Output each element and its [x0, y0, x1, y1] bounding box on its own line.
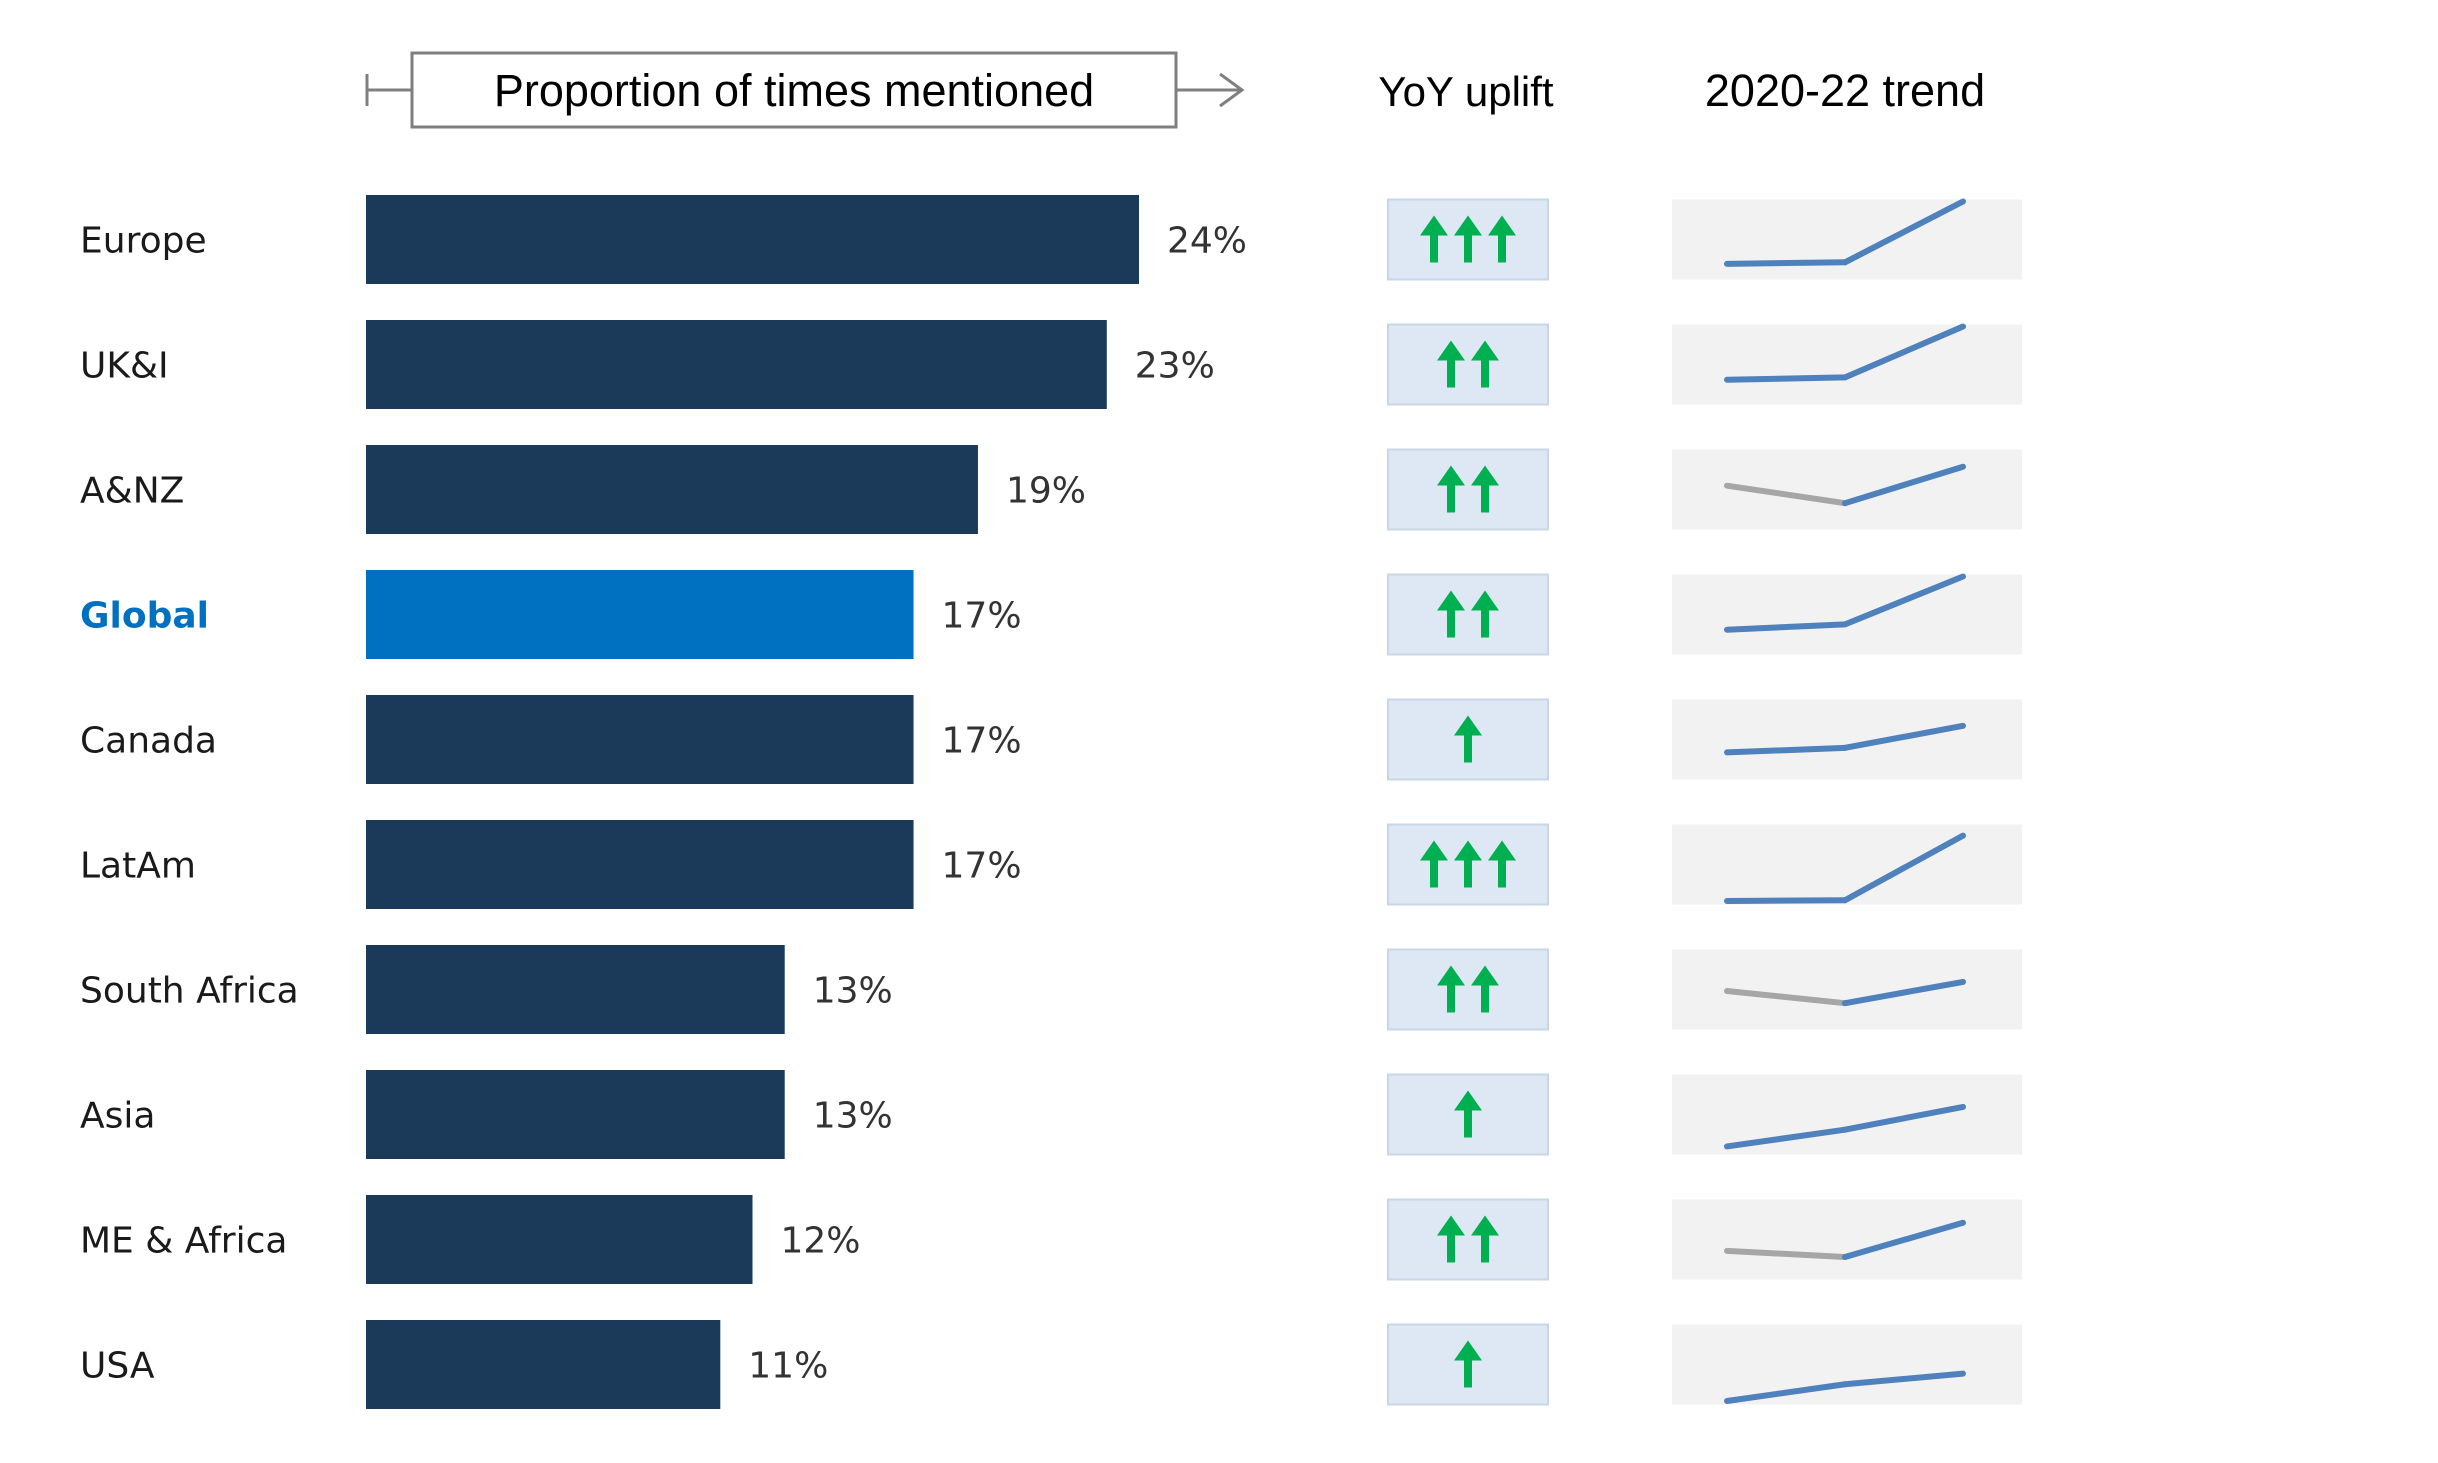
trend-segment [1724, 621, 1848, 633]
trend-segment [1724, 1247, 1848, 1260]
bar-title-group: Proportion of times mentioned [365, 51, 1245, 129]
category-label: Global [80, 596, 209, 637]
bar [366, 1070, 785, 1159]
up-arrow-icon [1454, 840, 1482, 888]
yoy-uplift-box [1387, 1198, 1549, 1281]
trend-segment [1842, 1219, 1966, 1260]
category-label: Canada [80, 721, 217, 762]
up-arrow-icon [1471, 465, 1499, 513]
value-label: 11% [748, 1346, 828, 1387]
value-label: 13% [813, 1096, 893, 1137]
value-label: 12% [781, 1221, 861, 1262]
trend-sparkline-bg [1672, 1074, 2022, 1155]
up-arrow-icon [1471, 590, 1499, 638]
up-arrow-icon [1488, 215, 1516, 263]
up-arrow-icon [1454, 215, 1482, 263]
trend-sparkline-bg [1672, 324, 2022, 405]
trend-segment [1842, 463, 1966, 507]
title-box [410, 51, 1178, 129]
trend-segment [1842, 722, 1966, 751]
bar [366, 820, 914, 909]
bar-chart-title: Proportion of times mentioned [494, 65, 1094, 116]
yoy-uplift-header: YoY uplift [1378, 68, 1553, 115]
trend-segment [1724, 897, 1848, 904]
trend-segment [1724, 988, 1848, 1007]
value-label: 23% [1135, 346, 1215, 387]
category-label: ME & Africa [80, 1221, 287, 1262]
trend-sparkline-bg [1672, 574, 2022, 655]
chart-rows: Europe 24% UK&I 23% A&NZ 19% Global 17% Canada 17… [80, 195, 2022, 1409]
category-label: A&NZ [80, 471, 184, 512]
bar [366, 195, 1139, 284]
up-arrow-icon [1471, 1215, 1499, 1263]
title-arrow-head [1219, 72, 1245, 108]
up-arrow-icon [1471, 340, 1499, 388]
trend-segment [1724, 374, 1848, 383]
category-label: LatAm [80, 846, 196, 887]
up-arrow-icon [1437, 340, 1465, 388]
category-label: South Africa [80, 971, 299, 1012]
trend-segment [1842, 198, 1966, 266]
trend-sparkline-bg [1672, 1199, 2022, 1280]
bar [366, 320, 1107, 409]
bar [366, 570, 914, 659]
yoy-uplift-box [1387, 948, 1549, 1031]
value-label: 17% [942, 596, 1022, 637]
up-arrow-icon [1471, 965, 1499, 1013]
value-label: 19% [1006, 471, 1086, 512]
up-arrow-icon [1488, 840, 1516, 888]
value-label: 13% [813, 971, 893, 1012]
bar [366, 1320, 721, 1409]
bar [366, 945, 785, 1034]
trend-segment [1842, 1103, 1966, 1133]
trend-segment [1724, 1126, 1848, 1150]
trend-segment [1842, 832, 1966, 904]
value-label: 17% [942, 846, 1022, 887]
bar [366, 1195, 753, 1284]
trend-sparkline-bg [1672, 199, 2022, 280]
up-arrow-icon [1454, 715, 1482, 763]
trend-segment [1724, 259, 1848, 267]
trend-header: 2020-22 trend [1705, 65, 1985, 116]
category-label: Europe [80, 221, 207, 262]
value-label: 24% [1167, 221, 1247, 262]
trend-segment [1842, 573, 1966, 628]
up-arrow-icon [1454, 1090, 1482, 1138]
bar [366, 445, 978, 534]
bar [366, 695, 914, 784]
trend-segment [1842, 323, 1966, 381]
yoy-uplift-box [1387, 323, 1549, 406]
trend-sparkline-bg [1672, 699, 2022, 780]
category-label: USA [80, 1346, 155, 1387]
up-arrow-icon [1437, 465, 1465, 513]
trend-sparkline-bg [1672, 1324, 2022, 1405]
up-arrow-icon [1437, 1215, 1465, 1263]
trend-segment [1724, 744, 1848, 756]
up-arrow-icon [1420, 840, 1448, 888]
up-arrow-icon [1454, 1340, 1482, 1388]
trend-segment [1724, 482, 1848, 507]
trend-sparkline-bg [1672, 824, 2022, 905]
trend-segment [1842, 1370, 1966, 1388]
category-label: Asia [80, 1096, 155, 1137]
yoy-uplift-box [1387, 573, 1549, 656]
trend-segment [1724, 1381, 1848, 1404]
up-arrow-icon [1437, 590, 1465, 638]
up-arrow-icon [1420, 215, 1448, 263]
category-label: UK&I [80, 346, 169, 387]
trend-segment [1842, 978, 1966, 1007]
trend-sparkline-bg [1672, 449, 2022, 530]
value-label: 17% [942, 721, 1022, 762]
up-arrow-icon [1437, 965, 1465, 1013]
yoy-uplift-box [1387, 448, 1549, 531]
